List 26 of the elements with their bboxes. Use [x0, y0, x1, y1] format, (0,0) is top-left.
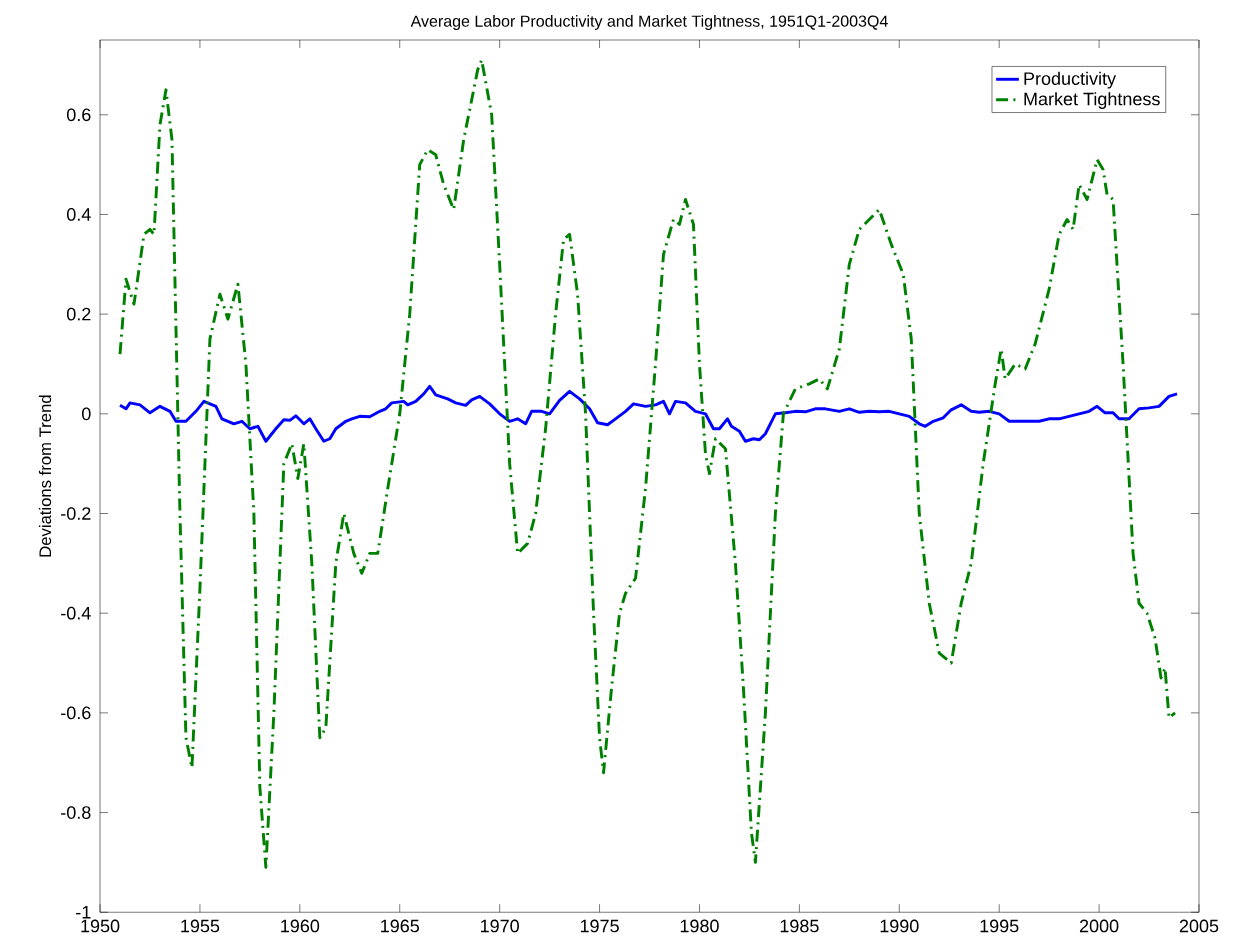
y-tick-label: -0.8 [61, 806, 91, 819]
y-tick-label: -0.6 [61, 706, 91, 720]
x-tick-label: 1995 [980, 919, 1019, 933]
y-tick-label: -0.2 [61, 507, 91, 520]
y-tick-label: -0.4 [61, 606, 91, 620]
x-tick-label: 1950 [81, 919, 120, 933]
x-tick-label: 1980 [680, 919, 719, 933]
x-tick-label: 1975 [580, 919, 619, 933]
x-tick-label: 1990 [880, 919, 919, 933]
x-tick-label: 1965 [381, 919, 420, 933]
y-tick-label: 0.6 [67, 108, 91, 121]
chart-title: Average Labor Productivity and Market Tightness, 1951Q1-2003Q4 [410, 14, 888, 30]
x-tick-label: 1955 [181, 919, 220, 933]
y-tick-label: 0.4 [67, 207, 91, 221]
line-series [118, 58, 1177, 869]
x-tick-label: 1985 [780, 919, 819, 933]
x-tick-label: 1970 [481, 919, 519, 933]
x-tick-label: 2005 [1179, 919, 1219, 933]
y-axis-title: Deviations from Trend [38, 395, 52, 557]
x-tick-label: 1960 [281, 919, 320, 933]
legend-label: Market Tightness [1024, 92, 1160, 109]
y-tick-label: 0.2 [67, 307, 91, 321]
y-tick-label: 0 [82, 407, 91, 421]
legend-label: Productivity [1024, 71, 1117, 89]
x-tick-label: 2000 [1079, 919, 1119, 933]
y-tick-label: -1 [76, 905, 91, 919]
